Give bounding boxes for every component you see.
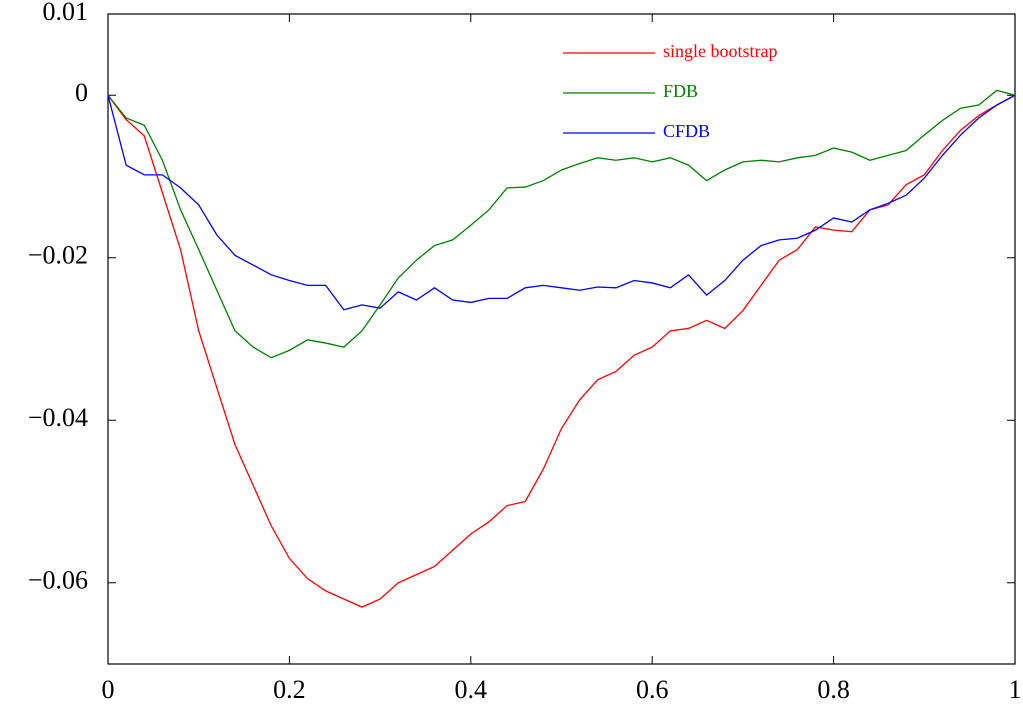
- x-tick-label: 0.6: [636, 675, 669, 704]
- legend-label: single bootstrap: [663, 41, 778, 61]
- series-line: [107, 94, 1016, 608]
- x-tick-label: 0.8: [817, 675, 850, 704]
- x-tick-label: 0.4: [455, 675, 488, 704]
- y-tick-label: −0.04: [28, 403, 88, 432]
- x-tick-label: 0.2: [273, 675, 306, 704]
- series-line: [107, 89, 1016, 359]
- legend-label: FDB: [663, 81, 698, 101]
- x-tick-label: 0: [102, 675, 115, 704]
- plot-frame: [107, 13, 1016, 665]
- series-line: [107, 94, 1016, 311]
- y-tick-label: −0.06: [28, 566, 88, 595]
- y-tick-label: 0: [75, 78, 88, 107]
- y-tick-label: −0.02: [28, 241, 88, 270]
- legend-label: CFDB: [663, 121, 710, 141]
- x-tick-label: 1: [1009, 675, 1022, 704]
- y-tick-label: 0.01: [43, 0, 89, 26]
